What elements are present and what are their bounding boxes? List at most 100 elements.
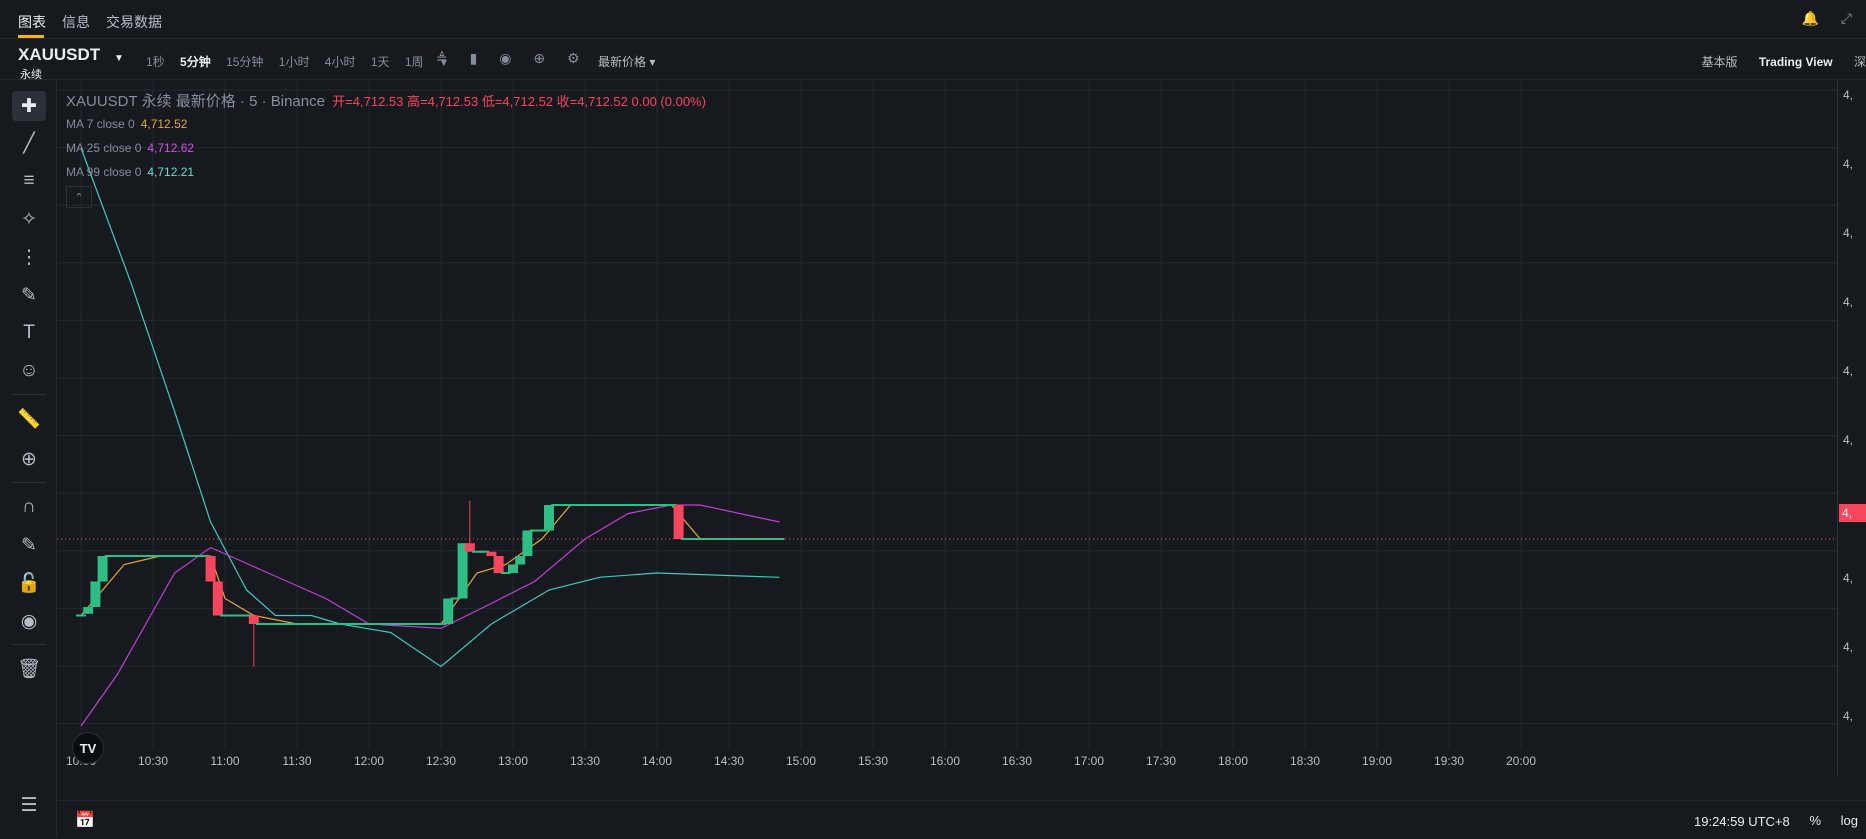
horizontal-lines-icon[interactable]: ≡ bbox=[23, 170, 35, 191]
interval-4h[interactable]: 4小时 bbox=[324, 55, 356, 69]
date-range-icon[interactable]: 📅 bbox=[75, 812, 95, 829]
candle bbox=[349, 623, 360, 625]
candle bbox=[608, 504, 619, 506]
candle bbox=[616, 504, 626, 506]
crosshair-icon[interactable]: ✚ bbox=[12, 91, 46, 121]
legend-low: 低=4,712.52 bbox=[481, 94, 554, 109]
candle bbox=[356, 623, 367, 625]
ma99-legend[interactable]: MA 99 close 0 4,712.21 bbox=[66, 165, 194, 179]
candle bbox=[421, 623, 432, 625]
x-tick-label: 15:00 bbox=[786, 754, 816, 768]
brush-icon[interactable]: ✎ bbox=[21, 284, 37, 306]
candle bbox=[299, 623, 310, 625]
price-type-label: 最新价格 bbox=[598, 55, 647, 69]
layers-icon[interactable]: ☰ bbox=[20, 794, 38, 816]
x-tick-label: 15:30 bbox=[858, 754, 888, 768]
x-tick-label: 11:00 bbox=[210, 754, 239, 768]
candle bbox=[284, 623, 295, 625]
lock-icon[interactable]: 🔓 bbox=[17, 573, 41, 594]
candle bbox=[306, 623, 317, 625]
interval-15m[interactable]: 15分钟 bbox=[226, 55, 264, 69]
settings-icon[interactable]: ⚙ bbox=[566, 50, 580, 66]
x-tick-label: 14:30 bbox=[714, 754, 744, 768]
emoji-icon[interactable]: ☺ bbox=[19, 360, 39, 381]
candle bbox=[745, 538, 756, 540]
candle bbox=[248, 615, 259, 624]
candle bbox=[148, 555, 158, 557]
percent-scale-button[interactable]: % bbox=[1809, 813, 1822, 828]
add-icon[interactable]: ⊕ bbox=[533, 50, 546, 66]
ma7-legend[interactable]: MA 7 close 0 4,712.52 bbox=[66, 117, 187, 131]
chart-canvas[interactable]: 10:0010:3011:0011:3012:0012:3013:0013:30… bbox=[57, 80, 1837, 775]
candle bbox=[774, 538, 785, 540]
eye-icon[interactable]: ◉ bbox=[20, 610, 38, 632]
candle bbox=[731, 538, 742, 540]
price-type-select[interactable]: 最新价格 ▾ bbox=[598, 55, 656, 69]
price-chart[interactable]: 10:0010:3011:0011:3012:0012:3013:0013:30… bbox=[57, 80, 1837, 775]
symbol-name[interactable]: XAUUSDT bbox=[18, 45, 101, 64]
candle bbox=[450, 597, 461, 600]
x-tick-label: 19:30 bbox=[1434, 754, 1464, 768]
depth-button[interactable]: 深 bbox=[1853, 55, 1866, 69]
price-tick-label: 4, bbox=[1843, 88, 1854, 102]
trendline-icon[interactable]: ╱ bbox=[23, 132, 35, 154]
candle bbox=[176, 555, 187, 557]
interval-1s[interactable]: 1秒 bbox=[146, 55, 165, 69]
candle bbox=[83, 607, 94, 614]
candle bbox=[169, 555, 180, 557]
ma7-value: 4,712.52 bbox=[140, 117, 188, 131]
interval-1d[interactable]: 1天 bbox=[370, 55, 390, 69]
interval-1h[interactable]: 1小时 bbox=[278, 55, 310, 69]
pattern-icon[interactable]: ✧ bbox=[21, 208, 37, 230]
candle bbox=[551, 504, 562, 506]
candle bbox=[76, 614, 86, 617]
tradingview-logo[interactable]: TV bbox=[72, 732, 104, 764]
x-tick-label: 10:30 bbox=[138, 754, 168, 768]
candle bbox=[133, 555, 144, 557]
interval-more-icon[interactable]: ▼ bbox=[438, 58, 449, 69]
x-tick-label: 11:30 bbox=[282, 754, 311, 768]
fib-icon[interactable]: ⋮ bbox=[19, 246, 39, 268]
basic-view-button[interactable]: 基本版 bbox=[1701, 55, 1738, 69]
candle bbox=[558, 504, 569, 506]
log-scale-button[interactable]: log bbox=[1840, 813, 1858, 828]
symbol-dropdown-icon[interactable]: ▼ bbox=[114, 53, 124, 64]
tab-info[interactable]: 信息 bbox=[62, 14, 90, 30]
tradingview-button[interactable]: Trading View bbox=[1758, 55, 1833, 69]
x-tick-label: 14:00 bbox=[642, 754, 672, 768]
active-tab-indicator bbox=[18, 35, 44, 38]
tab-trading-data[interactable]: 交易数据 bbox=[106, 14, 162, 30]
bell-icon[interactable]: 🔔 bbox=[1801, 10, 1819, 26]
candle bbox=[220, 614, 230, 617]
candle bbox=[637, 504, 648, 506]
camera-icon[interactable]: ◉ bbox=[499, 50, 512, 66]
zoom-in-icon[interactable]: ⊕ bbox=[21, 448, 37, 470]
tab-chart[interactable]: 图表 bbox=[18, 14, 46, 30]
candle bbox=[680, 538, 691, 540]
candle bbox=[342, 623, 353, 625]
ruler-icon[interactable]: 📏 bbox=[17, 409, 41, 430]
candle bbox=[140, 555, 151, 557]
collapse-icon[interactable]: ⤢ bbox=[1840, 10, 1852, 26]
candle bbox=[544, 505, 554, 531]
price-axis[interactable]: 4, 4, 4, 4, 4, 4, 4, 4, 4, 4, bbox=[1837, 80, 1866, 775]
candle bbox=[594, 504, 605, 506]
price-tick-label: 4, bbox=[1843, 640, 1854, 654]
indicator-icon[interactable]: ≜ bbox=[436, 50, 448, 66]
candle bbox=[702, 538, 713, 540]
candle-style-icon[interactable]: ▮ bbox=[469, 50, 478, 66]
magnet-icon[interactable]: ∩ bbox=[22, 496, 36, 517]
legend-change: 0.00 (0.00%) bbox=[631, 94, 706, 109]
candle bbox=[292, 623, 302, 625]
trash-icon[interactable]: 🗑 bbox=[16, 659, 42, 680]
candle bbox=[752, 538, 763, 540]
lock-drawing-icon[interactable]: ✎ bbox=[21, 534, 37, 556]
legend-collapse-icon[interactable]: ⌃ bbox=[66, 186, 92, 208]
text-icon[interactable]: T bbox=[23, 322, 35, 343]
interval-5m[interactable]: 5分钟 bbox=[180, 55, 211, 69]
ma25-legend[interactable]: MA 25 close 0 4,712.62 bbox=[66, 141, 194, 155]
x-tick-label: 18:30 bbox=[1290, 754, 1320, 768]
x-tick-label: 17:30 bbox=[1146, 754, 1176, 768]
candle bbox=[486, 551, 497, 556]
interval-1w[interactable]: 1周 bbox=[404, 55, 424, 69]
